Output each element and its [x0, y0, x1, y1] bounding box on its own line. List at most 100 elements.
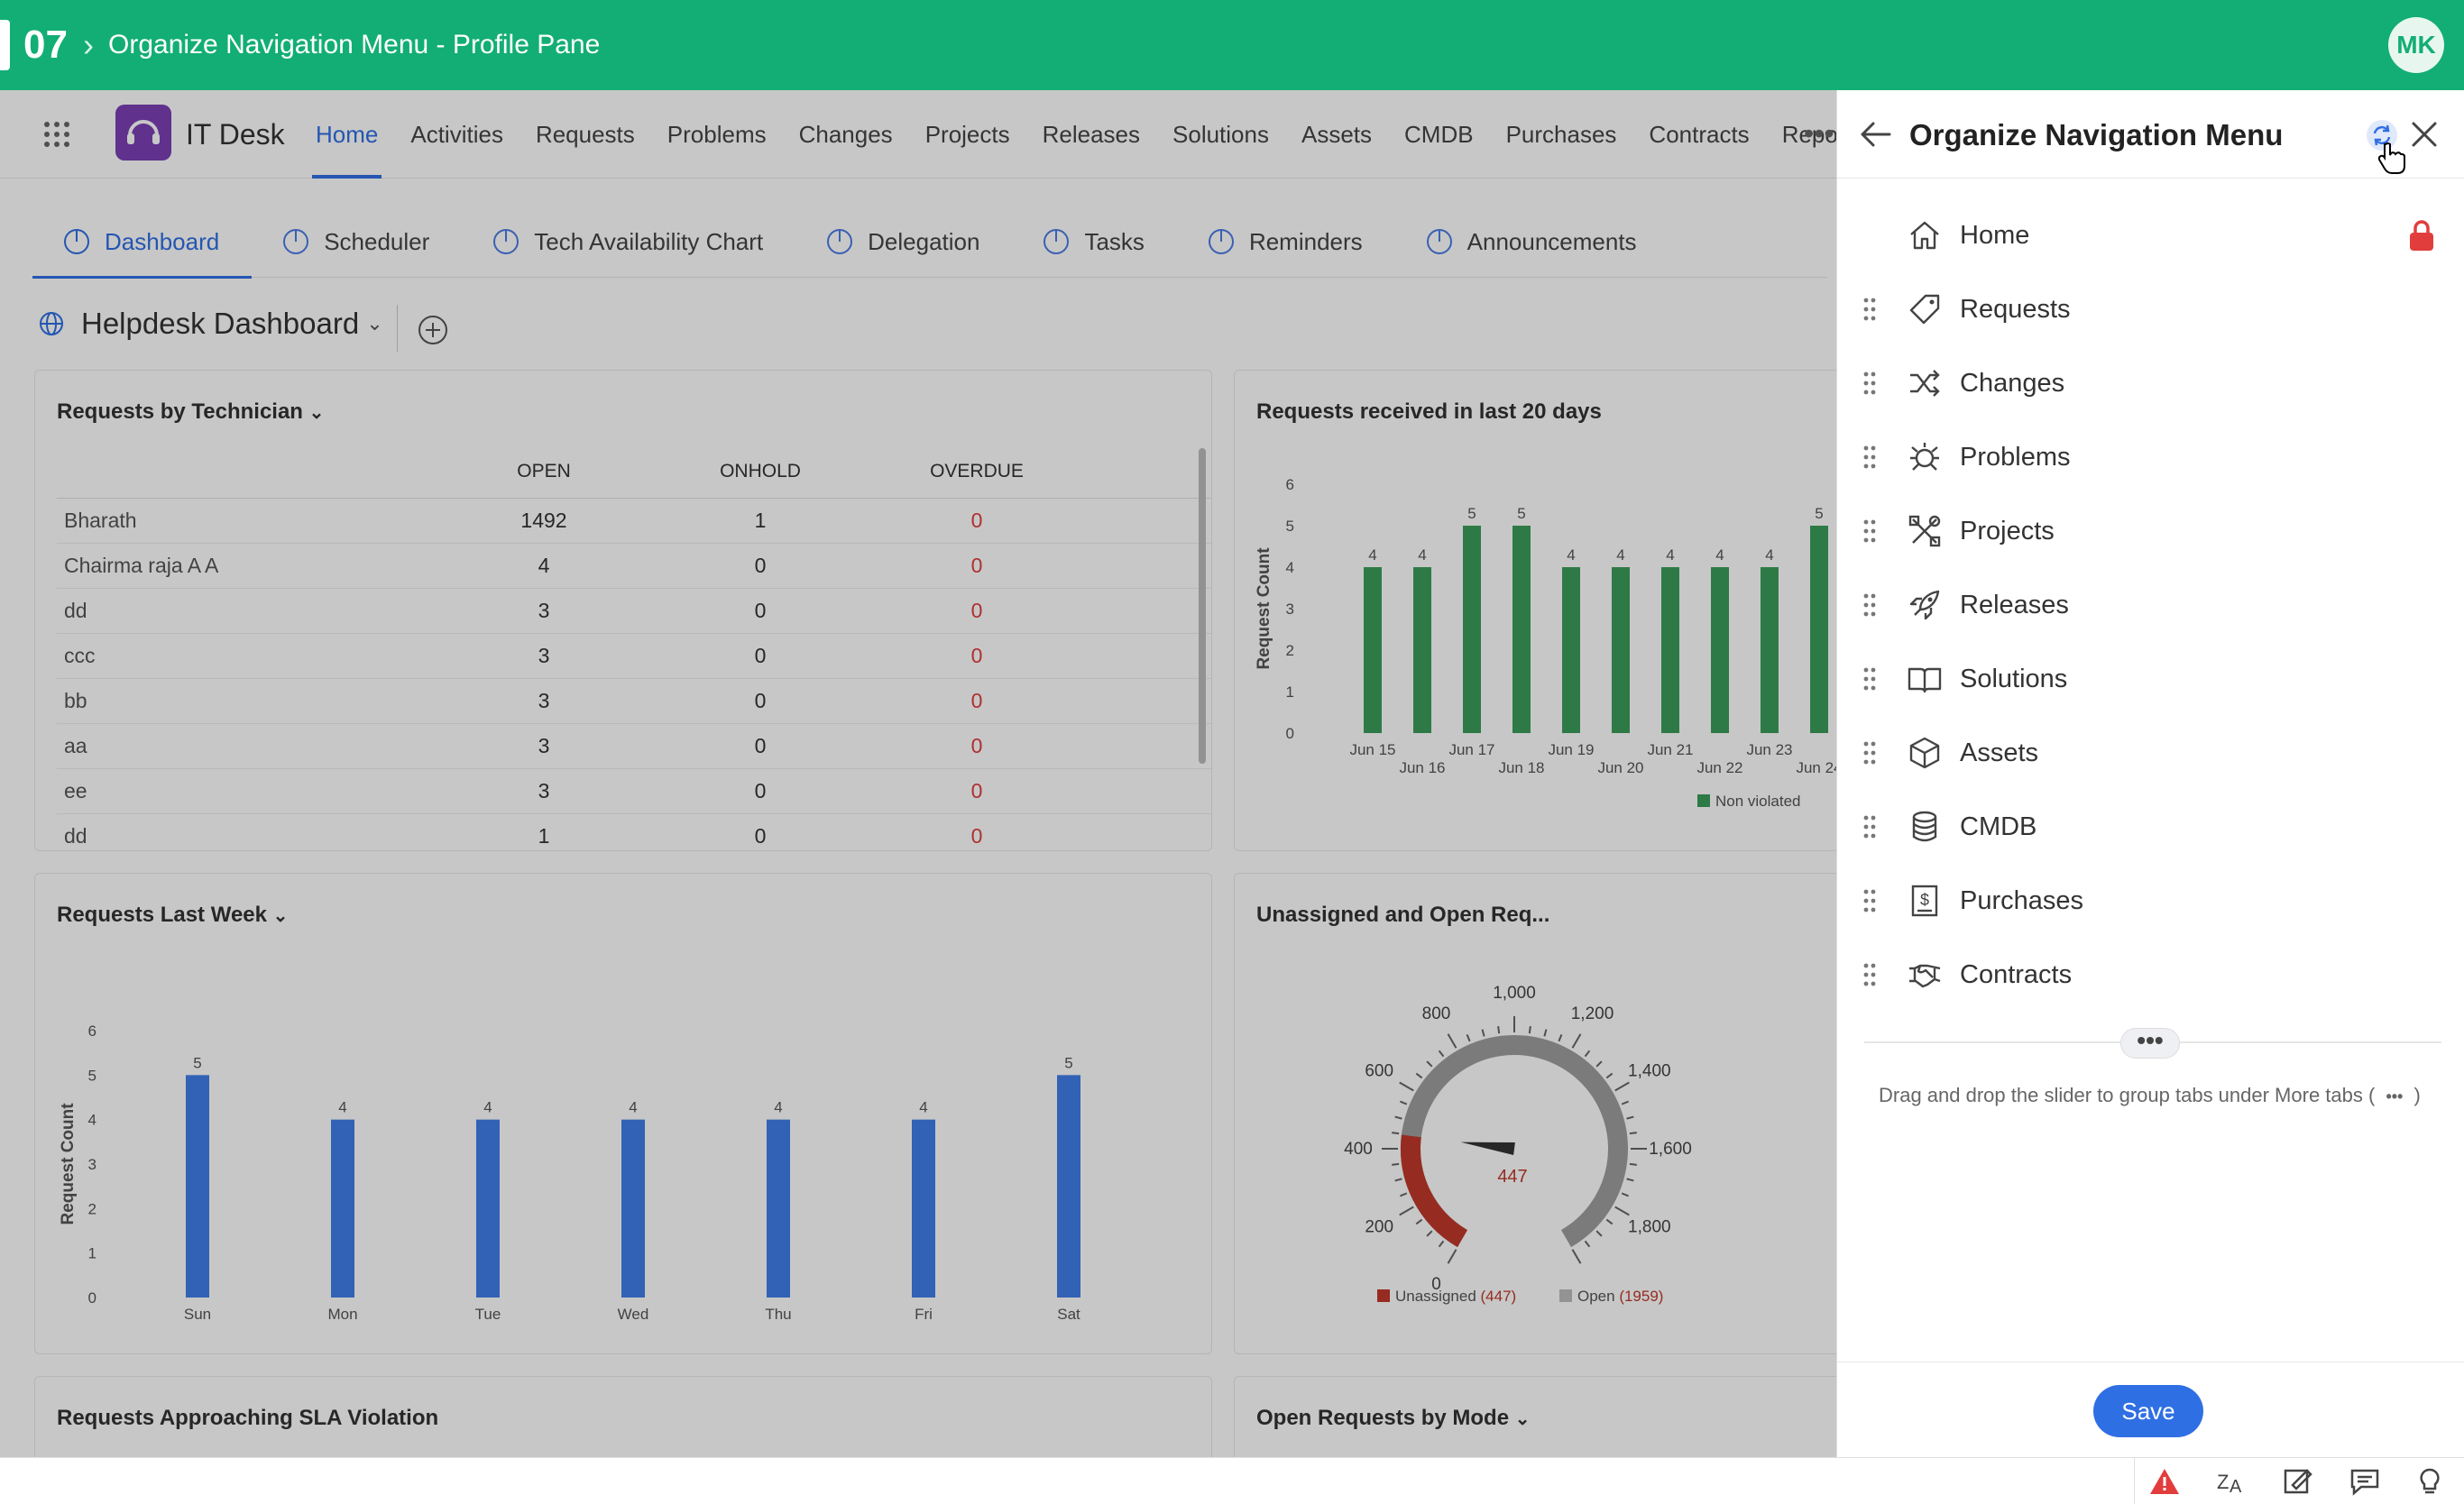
subtab-announcements[interactable]: Announcements: [1395, 206, 1669, 278]
subtab-dashboard[interactable]: Dashboard: [32, 206, 253, 279]
table-cell[interactable]: 0: [754, 779, 767, 802]
edit-note-icon[interactable]: [2282, 1465, 2314, 1498]
table-cell[interactable]: 0: [754, 554, 767, 577]
nav-item-problems[interactable]: Problems: [1837, 420, 2464, 494]
bar[interactable]: [767, 1119, 790, 1298]
alert-icon[interactable]: [2148, 1465, 2181, 1498]
subtab-scheduler[interactable]: Scheduler: [252, 206, 462, 278]
bar[interactable]: [186, 1075, 209, 1298]
nav-item-contracts[interactable]: Contracts: [1837, 938, 2464, 1012]
table-row[interactable]: ee 3 0 0: [57, 769, 1211, 814]
table-cell[interactable]: 0: [970, 734, 983, 757]
bar[interactable]: [331, 1119, 354, 1298]
nav-menu-projects[interactable]: Projects: [924, 121, 1010, 148]
table-cell[interactable]: 0: [970, 644, 983, 667]
table-cell[interactable]: 0: [970, 689, 983, 712]
dashboard-selector[interactable]: Helpdesk Dashboard ⌄: [38, 307, 383, 341]
table-cell[interactable]: 3: [538, 644, 550, 667]
close-icon[interactable]: [2411, 121, 2438, 148]
drag-handle-icon[interactable]: [1862, 592, 1877, 618]
column-header[interactable]: OPEN: [517, 460, 571, 481]
drag-handle-icon[interactable]: [1862, 371, 1877, 396]
table-cell[interactable]: 3: [538, 599, 550, 622]
bar[interactable]: [1562, 567, 1580, 733]
bar[interactable]: [1711, 567, 1729, 733]
nav-menu-solutions[interactable]: Solutions: [1172, 121, 1269, 148]
table-row[interactable]: aa 3 0 0: [57, 724, 1211, 769]
nav-item-projects[interactable]: Projects: [1837, 494, 2464, 568]
drag-handle-icon[interactable]: [1862, 666, 1877, 692]
nav-item-purchases[interactable]: $ Purchases: [1837, 864, 2464, 938]
table-cell[interactable]: 0: [754, 599, 767, 622]
scrollbar[interactable]: [1199, 448, 1206, 764]
drag-handle-icon[interactable]: [1862, 445, 1877, 470]
table-cell[interactable]: 1: [754, 509, 767, 532]
nav-menu-contracts[interactable]: Contracts: [1649, 121, 1750, 148]
card-title[interactable]: Requests by Technician ⌄: [57, 399, 325, 424]
table-cell[interactable]: 0: [754, 734, 767, 757]
nav-item-releases[interactable]: Releases: [1837, 568, 2464, 642]
nav-menu-requests[interactable]: Requests: [535, 121, 635, 148]
column-header[interactable]: ONHOLD: [720, 460, 801, 481]
table-row[interactable]: Chairma raja A A 4 0 0: [57, 544, 1211, 589]
table-cell[interactable]: 0: [970, 599, 983, 622]
table-cell[interactable]: 3: [538, 779, 550, 802]
bar[interactable]: [912, 1119, 935, 1298]
drag-handle-icon[interactable]: [1862, 518, 1877, 544]
bar[interactable]: [1661, 567, 1679, 733]
nav-menu-changes[interactable]: Changes: [798, 121, 893, 148]
subtab-reminders[interactable]: Reminders: [1177, 206, 1395, 278]
nav-item-assets[interactable]: Assets: [1837, 716, 2464, 790]
nav-item-solutions[interactable]: Solutions: [1837, 642, 2464, 716]
legend-item[interactable]: Unassigned (447): [1377, 1288, 1516, 1305]
drag-handle-icon[interactable]: [1862, 740, 1877, 766]
legend-item[interactable]: Open (1959): [1559, 1288, 1663, 1305]
subtab-delegation[interactable]: Delegation: [795, 206, 1012, 278]
table-cell[interactable]: 0: [754, 689, 767, 712]
table-cell[interactable]: 1: [538, 824, 550, 848]
back-arrow-icon[interactable]: [1861, 121, 1891, 148]
table-cell[interactable]: 0: [754, 824, 767, 848]
nav-item-cmdb[interactable]: CMDB: [1837, 790, 2464, 864]
subtab-tech-availability-chart[interactable]: Tech Availability Chart: [462, 206, 795, 278]
legend-item[interactable]: Non violated: [1697, 793, 1801, 810]
card-title[interactable]: Open Requests by Mode ⌄: [1256, 1406, 1531, 1430]
bar[interactable]: [1364, 567, 1382, 733]
column-header[interactable]: OVERDUE: [930, 460, 1024, 481]
nav-menu-cmdb[interactable]: CMDB: [1404, 121, 1474, 148]
table-cell[interactable]: 0: [970, 509, 983, 532]
table-row[interactable]: bb 3 0 0: [57, 679, 1211, 724]
bar[interactable]: [1057, 1075, 1080, 1298]
bar[interactable]: [1512, 526, 1531, 733]
drag-handle-icon[interactable]: [1862, 297, 1877, 322]
gauge-unassigned-arc[interactable]: [1401, 1134, 1468, 1248]
nav-menu-reports[interactable]: Reports: [1781, 121, 1836, 148]
bar[interactable]: [621, 1119, 645, 1298]
table-cell[interactable]: 1492: [520, 509, 567, 532]
table-row[interactable]: dd 3 0 0: [57, 589, 1211, 634]
table-cell[interactable]: 0: [970, 779, 983, 802]
bar[interactable]: [1413, 567, 1431, 733]
more-menu-icon[interactable]: •••: [1804, 117, 1834, 150]
table-row[interactable]: Bharath 1492 1 0: [57, 499, 1211, 544]
user-avatar[interactable]: MK: [2388, 17, 2444, 73]
drag-handle-icon[interactable]: [1862, 962, 1877, 987]
bar[interactable]: [1761, 567, 1779, 733]
save-button[interactable]: Save: [2093, 1385, 2203, 1437]
lightbulb-icon[interactable]: [2413, 1465, 2446, 1498]
table-cell[interactable]: 0: [970, 554, 983, 577]
nav-menu-problems[interactable]: Problems: [667, 121, 767, 148]
bar[interactable]: [1810, 526, 1828, 733]
nav-menu-purchases[interactable]: Purchases: [1505, 121, 1617, 148]
chat-icon[interactable]: [2349, 1465, 2381, 1498]
card-title[interactable]: Requests Last Week ⌄: [57, 903, 289, 927]
app-grid-icon[interactable]: [43, 121, 70, 148]
nav-item-requests[interactable]: Requests: [1837, 272, 2464, 346]
drag-handle-icon[interactable]: [1862, 888, 1877, 913]
bar[interactable]: [1612, 567, 1630, 733]
add-dashboard-icon[interactable]: [417, 314, 449, 346]
more-tabs-slider[interactable]: •••: [2120, 1028, 2180, 1059]
nav-item-home[interactable]: Home: [1837, 198, 2464, 272]
bar[interactable]: [476, 1119, 500, 1298]
